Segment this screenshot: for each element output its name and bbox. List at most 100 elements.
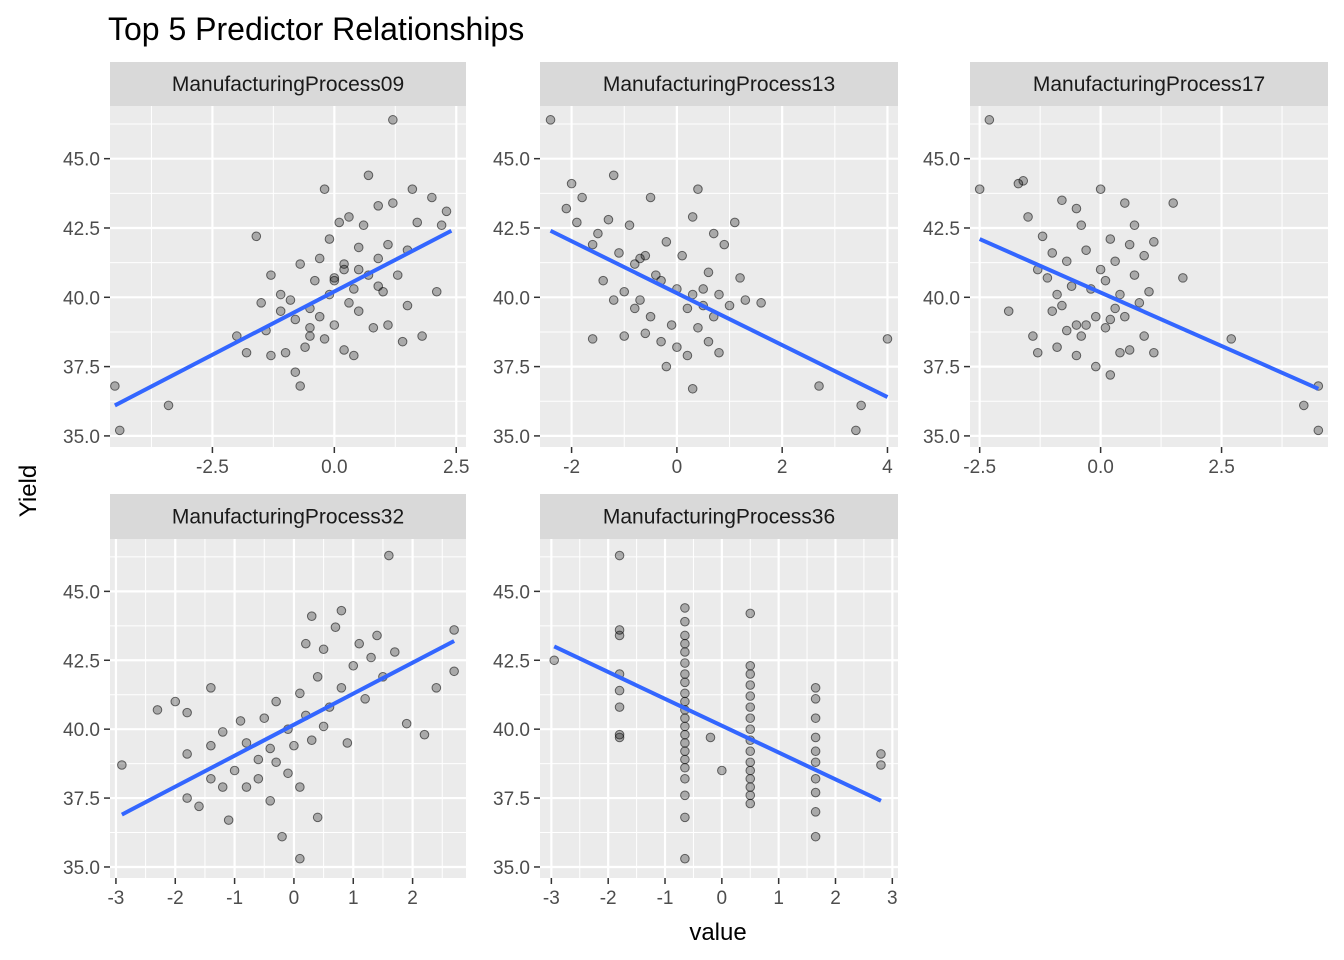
data-point: [572, 217, 582, 228]
x-tick-label: -2: [167, 888, 184, 909]
data-point: [882, 334, 893, 344]
data-point: [619, 331, 630, 341]
data-point: [1032, 347, 1043, 358]
data-point: [1057, 195, 1067, 206]
data-point: [745, 713, 756, 723]
data-point: [266, 270, 276, 280]
data-point: [397, 336, 408, 347]
data-point: [353, 242, 364, 253]
major-gridlines: [540, 539, 898, 878]
data-point: [680, 812, 690, 823]
data-point: [194, 801, 204, 812]
x-tick-label: 2: [777, 457, 788, 478]
data-point: [431, 286, 442, 297]
data-points: [110, 115, 452, 436]
data-point: [1090, 361, 1101, 372]
data-point: [680, 616, 690, 627]
data-point: [810, 694, 821, 704]
data-point: [388, 115, 398, 125]
y-tick-label: 45.0: [493, 582, 530, 603]
data-point: [427, 192, 437, 203]
data-point: [336, 605, 347, 616]
panel-background: [540, 106, 898, 447]
y-tick-label: 35.0: [63, 427, 100, 448]
data-point: [719, 239, 730, 250]
x-tick-label: 2: [407, 888, 418, 909]
facet-strip: [540, 494, 898, 539]
data-point: [629, 303, 640, 314]
data-point: [545, 115, 556, 125]
data-point: [619, 286, 630, 297]
data-point: [745, 765, 756, 776]
data-point: [285, 295, 296, 305]
trend-line: [113, 228, 453, 408]
data-point: [383, 320, 393, 330]
facet-strip: [110, 62, 466, 106]
data-point: [1124, 345, 1135, 355]
y-tick-label: 42.5: [493, 651, 530, 672]
data-point: [265, 743, 276, 754]
y-tick-label: 35.0: [923, 427, 960, 448]
data-point: [1115, 289, 1125, 300]
facet-strip-label: ManufacturingProcess13: [603, 73, 835, 96]
data-point: [275, 289, 286, 300]
data-point: [745, 669, 756, 679]
data-point: [680, 713, 690, 723]
data-point: [724, 300, 735, 311]
data-point: [301, 638, 311, 649]
data-point: [271, 757, 281, 768]
data-point: [1071, 203, 1082, 214]
data-point: [241, 782, 252, 792]
data-point: [708, 228, 719, 239]
data-point: [223, 815, 234, 825]
data-point: [229, 765, 240, 776]
y-tick-label: 40.0: [63, 288, 100, 309]
data-point: [1047, 248, 1058, 258]
data-point: [1115, 347, 1125, 358]
y-tick-label: 37.5: [923, 358, 960, 379]
data-point: [598, 275, 608, 286]
data-point: [329, 320, 340, 330]
data-point: [1149, 237, 1159, 247]
data-point: [1076, 331, 1087, 341]
y-axis-title: Yield: [15, 465, 42, 517]
data-point: [217, 727, 228, 737]
x-tick-label: 3: [887, 888, 898, 909]
data-point: [561, 203, 572, 214]
data-point: [1066, 281, 1077, 292]
x-tick-label: 0: [672, 457, 683, 478]
data-point: [1226, 334, 1237, 344]
y-tick-label: 45.0: [63, 150, 100, 171]
y-tick-label: 35.0: [63, 858, 100, 879]
data-point: [329, 273, 340, 283]
data-point: [310, 275, 320, 286]
data-point: [1105, 314, 1116, 325]
data-point: [1095, 264, 1106, 275]
data-point: [1013, 178, 1024, 189]
x-tick-label: 2.5: [443, 457, 469, 478]
data-point: [810, 757, 821, 768]
x-tick-label: -2.5: [196, 457, 229, 478]
data-point: [1168, 198, 1178, 208]
data-point: [114, 425, 125, 436]
data-point: [614, 685, 625, 696]
data-point: [182, 707, 192, 718]
panel-background: [110, 539, 466, 878]
data-point: [810, 746, 821, 757]
facet-panel: ManufacturingProcess09 -2.5 0.0 2.5 35.0 37.5…: [63, 62, 469, 478]
data-point: [717, 765, 727, 776]
data-point: [360, 694, 370, 704]
data-point: [1095, 184, 1106, 194]
data-point: [745, 691, 756, 701]
data-point: [1120, 198, 1130, 208]
data-point: [295, 853, 305, 864]
y-tick-label: 35.0: [493, 427, 530, 448]
x-tick-label: -2: [600, 888, 617, 909]
data-point: [687, 383, 698, 394]
data-point: [587, 334, 598, 344]
data-point: [368, 322, 379, 333]
data-point: [349, 284, 359, 294]
trend-line: [120, 639, 456, 817]
data-point: [666, 320, 677, 330]
data-point: [1081, 320, 1091, 330]
